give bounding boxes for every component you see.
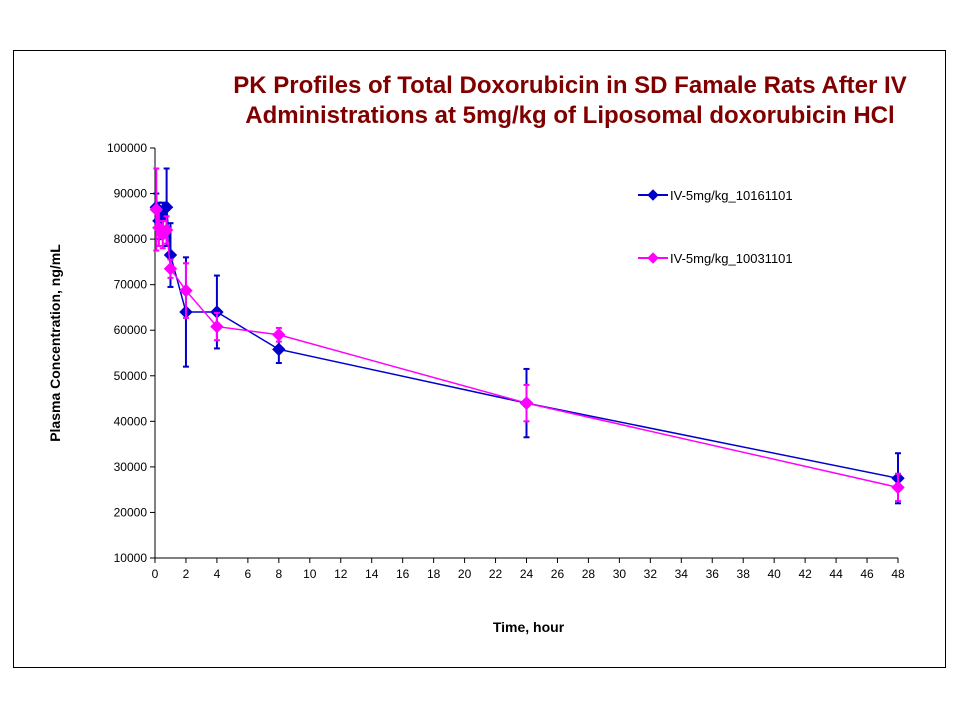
- x-tick-label: 46: [860, 567, 874, 581]
- series-2-point: [210, 319, 224, 334]
- chart-frame: [13, 50, 946, 668]
- x-axis-label: Time, hour: [493, 619, 565, 635]
- y-tick-label: 80000: [114, 232, 148, 246]
- y-tick-label: 100000: [107, 141, 147, 155]
- y-tick-label: 70000: [114, 278, 148, 292]
- series-2-point: [159, 223, 174, 237]
- x-tick-label: 44: [829, 567, 843, 581]
- x-tick-label: 38: [737, 567, 751, 581]
- x-tick-label: 16: [396, 567, 410, 581]
- x-tick-label: 4: [214, 567, 221, 581]
- y-tick-label: 40000: [114, 414, 148, 428]
- y-axis-label: Plasma Concentration, ng/mL: [47, 244, 63, 442]
- series-2-point: [163, 262, 178, 276]
- x-tick-label: 10: [303, 567, 317, 581]
- y-tick-label: 60000: [114, 323, 148, 337]
- chart-title-line-2: Administrations at 5mg/kg of Liposomal d…: [245, 102, 895, 129]
- x-tick-label: 14: [365, 567, 379, 581]
- x-tick-label: 20: [458, 567, 472, 581]
- series-2-point: [519, 396, 534, 410]
- legend-item-2-marker: [647, 252, 659, 264]
- y-tick-label: 20000: [114, 505, 148, 519]
- series-1-point: [272, 342, 286, 357]
- x-tick-label: 22: [489, 567, 503, 581]
- y-tick-label: 50000: [114, 369, 148, 383]
- y-tick-label: 10000: [114, 551, 148, 565]
- x-tick-label: 28: [582, 567, 596, 581]
- series-2-point: [179, 283, 193, 298]
- y-tick-label: 30000: [114, 460, 148, 474]
- x-tick-label: 42: [798, 567, 812, 581]
- x-tick-label: 0: [152, 567, 159, 581]
- x-tick-label: 6: [245, 567, 252, 581]
- x-tick-label: 48: [891, 567, 905, 581]
- x-tick-label: 30: [613, 567, 627, 581]
- legend-item-2-label: IV-5mg/kg_10031101: [670, 251, 793, 266]
- series-2-point: [272, 328, 286, 342]
- series-2-point: [891, 480, 905, 495]
- x-tick-label: 26: [551, 567, 565, 581]
- chart-title-line-1: PK Profiles of Total Doxorubicin in SD F…: [233, 72, 907, 99]
- series-1-point: [159, 200, 174, 214]
- x-tick-label: 36: [706, 567, 720, 581]
- legend-item-1-marker: [647, 189, 659, 201]
- x-tick-label: 24: [520, 567, 534, 581]
- x-tick-label: 40: [767, 567, 781, 581]
- series-2-point: [149, 202, 163, 217]
- x-tick-label: 8: [275, 567, 282, 581]
- y-tick-label: 90000: [114, 187, 148, 201]
- x-tick-label: 34: [675, 567, 689, 581]
- legend-item-1-label: IV-5mg/kg_10161101: [670, 188, 793, 203]
- x-tick-label: 18: [427, 567, 441, 581]
- x-tick-label: 32: [644, 567, 658, 581]
- x-tick-label: 2: [183, 567, 190, 581]
- x-tick-label: 12: [334, 567, 348, 581]
